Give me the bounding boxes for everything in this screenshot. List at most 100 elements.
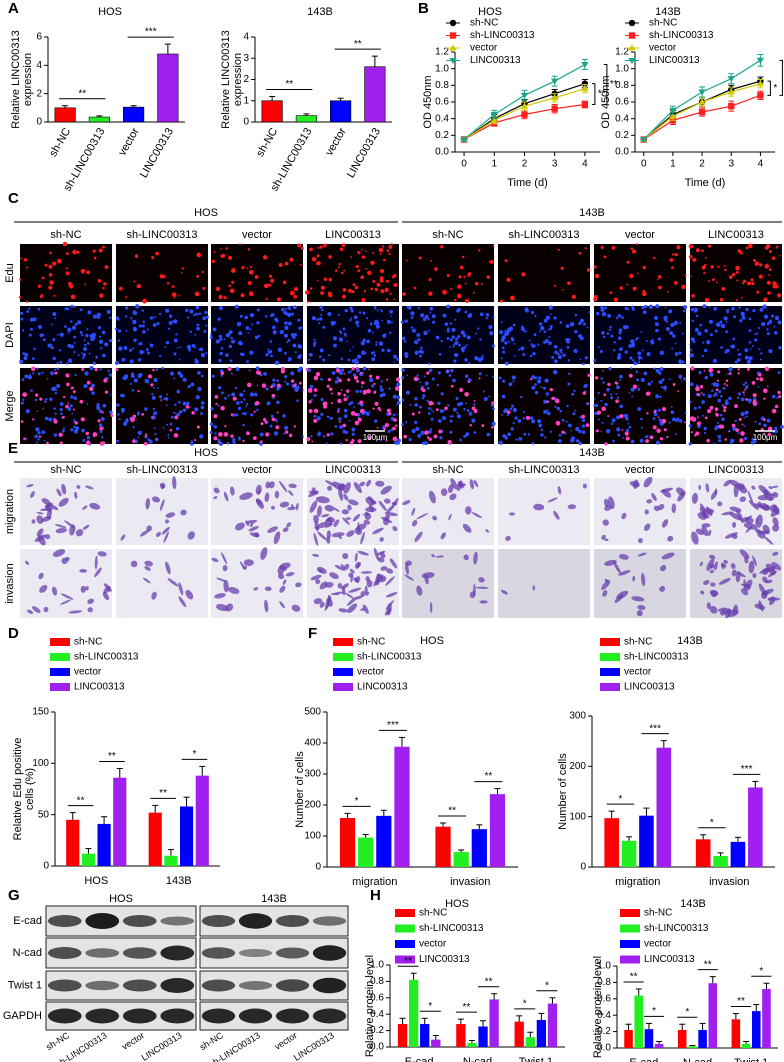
cell-dot (708, 245, 711, 248)
cell-dot (119, 418, 121, 420)
cell-dot (691, 431, 693, 433)
cell-dot (49, 252, 52, 255)
cell-dot (459, 438, 462, 441)
panel-label: H (370, 887, 381, 904)
cell-dot (530, 416, 533, 419)
micrograph (116, 549, 208, 618)
cell-dot (323, 435, 325, 437)
cell-dot (759, 348, 761, 350)
cell-dot (166, 341, 169, 344)
cell-dot (87, 342, 90, 345)
cell-dot (338, 266, 340, 268)
cell-dot (109, 317, 111, 319)
cell-dot (374, 322, 377, 325)
cell-dot (30, 328, 33, 331)
cell-dot (163, 427, 165, 429)
cell-dot (139, 373, 143, 377)
cell-dot (772, 256, 776, 260)
cell-dot (482, 355, 484, 357)
legend-label: sh-NC (624, 637, 652, 648)
cell-dot (305, 290, 309, 294)
cell-dot (349, 420, 351, 422)
cell-dot (152, 369, 154, 371)
cell-dot (739, 438, 743, 442)
cell-dot (393, 361, 395, 363)
cell-dot (566, 324, 570, 328)
cell-dot (256, 321, 259, 324)
cell-dot (357, 402, 359, 404)
cell-dot (103, 404, 107, 408)
cell-dot (125, 306, 128, 309)
cell-dot (607, 383, 610, 386)
cell-dot (53, 419, 57, 423)
cell-dot (280, 330, 284, 334)
cell-dot (316, 372, 320, 376)
bar (698, 1030, 707, 1048)
cell-dot (468, 362, 470, 364)
cell-dot (32, 418, 34, 420)
cell-dot (20, 318, 23, 321)
x-tick-label: E-cad (629, 1057, 658, 1062)
cell-dot (372, 332, 374, 334)
cell-dot (38, 372, 41, 375)
blot-band (123, 980, 157, 992)
blot-band (239, 1009, 272, 1024)
cell-dot (470, 424, 472, 426)
bar (435, 827, 450, 867)
cell-dot (278, 348, 282, 352)
cell-dot (664, 428, 667, 431)
cell-dot (694, 310, 697, 313)
cell-dot (359, 311, 362, 314)
cell-dot (231, 340, 235, 344)
cell-dot (662, 407, 666, 411)
cell-dot (260, 433, 264, 437)
cell-dot (751, 278, 754, 281)
cell-dot (571, 430, 573, 432)
micrograph (498, 549, 590, 618)
cell-dot (518, 419, 522, 423)
cell-dot (689, 255, 693, 259)
lane-label: LINC00313 (292, 1030, 336, 1062)
cell-dot (277, 297, 281, 301)
significance-label: ** (463, 1002, 471, 1013)
cell-dot (706, 340, 710, 344)
cell-dot (50, 371, 54, 375)
cell-dot (735, 428, 739, 432)
cell-dot (393, 395, 397, 399)
cell-dot (289, 258, 293, 262)
cell-dot (704, 432, 706, 434)
cell-dot (37, 410, 39, 412)
bar (296, 116, 317, 122)
cell-dot (566, 421, 568, 423)
cell-dot (383, 259, 386, 262)
cell-dot (363, 339, 366, 342)
cell-dot (165, 309, 169, 313)
cell-dot (556, 421, 561, 426)
cell-dot (95, 368, 98, 371)
column-label: vector (625, 464, 655, 476)
cell-dot (717, 380, 719, 382)
cell-dot (534, 383, 537, 386)
cell-dot (689, 244, 693, 248)
cell-dot (432, 411, 434, 413)
cell-dot (293, 344, 297, 348)
cell-dot (120, 394, 123, 397)
cell-dot (455, 319, 457, 321)
cell-dot (732, 273, 735, 276)
cell-dot (380, 253, 382, 255)
cell-dot (613, 349, 615, 351)
cell-dot (366, 340, 370, 344)
cell-dot (658, 275, 662, 279)
cell-dot (310, 287, 313, 290)
significance-label: ** (485, 976, 493, 987)
y-tick-label: 0.0 (615, 147, 629, 158)
cell-dot (624, 414, 628, 418)
significance-label: ** (285, 79, 293, 90)
cell-dot (648, 382, 652, 386)
cell-dot (159, 395, 162, 398)
x-tick-label: invasion (450, 876, 490, 888)
cell-dot (521, 327, 525, 331)
cell-dot (345, 439, 347, 441)
cell-dot (412, 329, 416, 333)
cell-dot (674, 321, 678, 325)
